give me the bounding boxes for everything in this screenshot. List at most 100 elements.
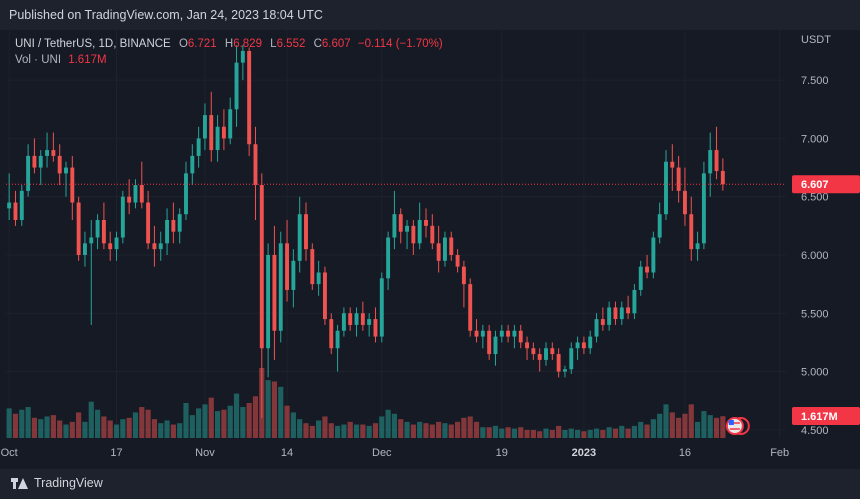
volume-bar [69,421,75,438]
x-tick-label: Feb [770,447,789,459]
x-tick-label: Dec [372,447,392,459]
volume-bar [391,413,398,438]
volume-bar [372,423,379,438]
volume-bar [511,428,518,438]
candle-body [461,266,466,285]
candle-body [120,196,125,238]
legend-high-label: H [224,38,234,50]
candle-body [619,307,624,320]
x-tick-label: 14 [281,447,293,459]
volume-bar [606,427,612,438]
candle-body [89,237,94,244]
volume-bar [303,423,309,438]
candle-body [95,220,100,238]
volume-bar [461,417,467,438]
candle-body [651,237,656,273]
candle-body [676,167,681,191]
candle-body [19,190,24,221]
volume-bar [568,428,574,438]
volume-bar [31,417,38,438]
candle-body [221,126,226,139]
candle-body [442,237,447,261]
candle-body [322,272,327,320]
volume-bar [316,420,322,438]
candle-body [506,330,511,337]
candle-body [32,155,37,168]
volume-bar [436,421,442,438]
candle-body [632,289,637,314]
candle-body [171,220,176,232]
candle-body [468,284,473,331]
volume-bar [214,411,221,438]
candle-body [708,150,713,174]
candle-body [487,330,492,355]
volume-bar [524,429,530,438]
volume-bar [720,416,726,438]
volume-bar [562,429,568,438]
legend-low: 6.552 [276,38,306,50]
candle-body [518,330,523,343]
volume-bar [619,425,625,438]
volume-bar [625,428,631,438]
candle-body [139,185,144,203]
candle-body [613,307,618,320]
volume-bar [265,380,271,438]
volume-bar [385,409,391,438]
volume-bar [448,424,454,438]
tradingview-brand[interactable]: TradingView [11,476,103,490]
candle-body [398,214,403,232]
volume-bar [170,424,176,438]
y-tick-label: 5.000 [801,367,829,379]
volume-bar [379,416,385,438]
published-caption: Published on TradingView.com, Jan 24, 20… [9,8,323,22]
candle-body [108,243,113,250]
candle-body [190,155,195,174]
candle-body [682,190,687,215]
volume-bar [530,429,536,438]
volume-bar [107,420,113,438]
y-tick-label: 6.000 [801,250,829,262]
volume-bar [63,424,69,438]
chart-legend: UNI / TetherUS, 1D, BINANCE O6.721 H6.82… [15,36,443,68]
brand-name: TradingView [34,476,103,490]
candle-body [7,202,12,209]
candle-body [272,254,277,331]
volume-tag [792,407,860,425]
volume-bar [663,404,669,438]
candle-body [70,167,75,203]
candle-body [386,237,391,279]
candle-body [184,173,188,215]
legend-volume-label[interactable]: Vol · UNI [15,54,62,66]
candle-body [285,243,290,290]
volume-bar [556,425,562,438]
volume-bar [410,424,416,438]
candle-body [367,319,372,325]
candle-body [525,342,530,349]
candle-body [202,115,207,139]
chart-area[interactable] [0,30,860,469]
candle-body [177,214,182,232]
volume-bar [189,415,195,438]
top-bar: Published on TradingView.com, Jan 24, 20… [0,0,860,30]
volume-bar [284,405,290,438]
volume-bar [297,419,303,438]
candle-body [626,307,631,314]
volume-bar [94,409,101,438]
y-tick-label: 5.500 [801,308,829,320]
candle-body [701,173,706,244]
legend-row-price: UNI / TetherUS, 1D, BINANCE O6.721 H6.82… [15,36,443,52]
volume-bar [208,397,214,438]
volume-bar [38,419,44,438]
candle-body [373,319,378,337]
candle-body [411,225,416,244]
volume-bar [467,416,473,438]
volume-bar [101,416,107,438]
volume-bar [669,412,675,438]
candle-body [657,214,662,238]
legend-open: 6.721 [187,38,217,50]
volume-bar [657,413,663,438]
volume-bar [177,423,183,438]
legend-symbol[interactable]: UNI / TetherUS, 1D, BINANCE [15,38,171,50]
candle-body [13,202,18,221]
